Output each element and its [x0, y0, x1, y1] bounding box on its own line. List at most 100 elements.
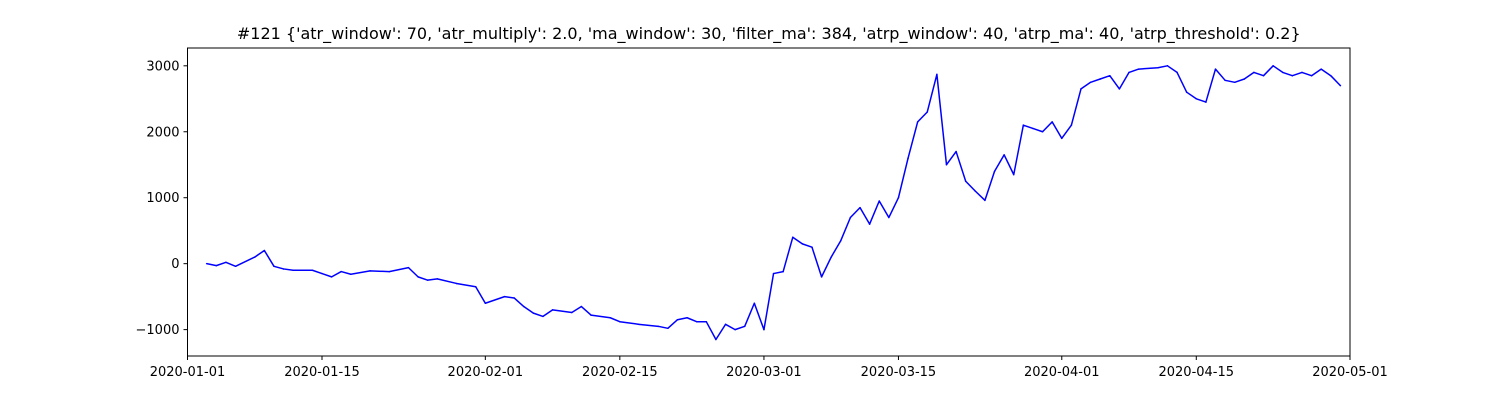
x-tick-label: 2020-02-01	[448, 365, 524, 380]
data-point	[609, 316, 611, 319]
data-point	[695, 320, 698, 323]
data-point	[1118, 88, 1121, 90]
data-point	[993, 170, 996, 173]
x-tick-label: 2020-01-01	[150, 365, 226, 380]
data-point	[523, 305, 525, 308]
data-point	[849, 216, 852, 219]
data-point	[743, 325, 746, 328]
plot-area: 2020-01-01 2020-01-15 2020-02-01 2020-02-15…	[136, 47, 1388, 380]
data-point	[984, 199, 986, 202]
x-tick-label: 2020-04-15	[1158, 365, 1234, 380]
data-point	[215, 264, 218, 267]
data-point	[551, 309, 554, 311]
data-point	[513, 297, 515, 299]
data-point	[1051, 121, 1053, 123]
data-point	[311, 269, 314, 272]
data-point	[657, 325, 660, 328]
data-point	[1089, 81, 1092, 84]
y-tick-label: 3000	[146, 59, 179, 74]
data-point	[801, 243, 804, 245]
data-point	[1310, 74, 1313, 77]
data-point	[1281, 71, 1284, 74]
data-point	[820, 276, 823, 278]
data-point	[1330, 74, 1332, 77]
chart-title: #121 {'atr_window': 70, 'atr_multiply': …	[237, 24, 1301, 44]
data-point	[455, 282, 458, 285]
y-tick-label: −1000	[136, 323, 180, 338]
data-point	[859, 206, 861, 209]
data-point	[1301, 71, 1303, 74]
axes-frame	[187, 47, 1351, 357]
data-point	[753, 302, 756, 304]
data-point	[667, 327, 669, 330]
data-point	[1339, 84, 1342, 87]
data-point	[1205, 101, 1207, 103]
data-point	[1185, 91, 1188, 93]
data-point	[1176, 71, 1178, 74]
data-point	[1320, 68, 1322, 70]
data-point	[532, 312, 535, 314]
x-tick-label: 2020-03-15	[861, 365, 937, 380]
data-point	[926, 111, 929, 113]
y-tick-label: 2000	[146, 125, 179, 140]
data-point	[705, 320, 708, 323]
data-point	[1166, 65, 1169, 67]
data-point	[888, 216, 890, 219]
data-point	[840, 239, 842, 242]
data-point	[715, 338, 717, 341]
data-point	[619, 320, 621, 323]
data-point	[945, 163, 948, 166]
x-tick-label: 2020-02-15	[582, 365, 658, 380]
data-point	[571, 311, 573, 314]
data-point	[878, 200, 880, 202]
data-point	[1012, 173, 1015, 176]
data-point	[503, 295, 506, 298]
data-point	[724, 323, 727, 326]
data-point	[263, 249, 266, 252]
data-point	[955, 150, 957, 153]
data-point	[474, 285, 477, 288]
x-tick-label: 2020-05-01	[1312, 365, 1388, 380]
data-point	[1195, 98, 1198, 100]
data-point	[1157, 67, 1159, 69]
data-point	[1128, 71, 1130, 74]
data-point	[763, 328, 765, 331]
data-point	[254, 256, 256, 258]
data-point	[1272, 65, 1274, 67]
data-point	[234, 265, 237, 268]
data-point	[1099, 78, 1101, 80]
x-tick-label: 2020-04-01	[1024, 365, 1100, 380]
data-point	[974, 190, 977, 192]
data-point	[734, 328, 736, 331]
data-point	[1003, 154, 1005, 156]
data-point	[1253, 71, 1255, 74]
x-tick-label: 2020-03-01	[726, 365, 802, 380]
data-point	[1233, 81, 1236, 84]
data-point	[340, 270, 342, 273]
data-point	[1070, 124, 1073, 126]
data-point	[1214, 68, 1217, 70]
data-point	[1022, 124, 1025, 126]
data-point	[1061, 137, 1063, 140]
data-point	[782, 270, 784, 273]
data-point	[436, 278, 439, 280]
data-point	[686, 316, 688, 319]
x-tick-label: 2020-01-15	[284, 365, 360, 380]
data-point	[638, 323, 640, 326]
data-point	[676, 318, 679, 321]
data-point	[542, 315, 544, 318]
data-point	[590, 314, 592, 316]
data-point	[225, 261, 227, 264]
data-point	[282, 268, 285, 270]
data-point	[964, 180, 967, 182]
data-point	[772, 272, 775, 275]
data-point	[205, 262, 208, 265]
data-point	[1137, 68, 1140, 70]
data-point	[1262, 74, 1265, 77]
data-point	[350, 273, 352, 275]
data-point	[916, 121, 919, 123]
data-point	[811, 246, 813, 248]
y-tick-label: 1000	[146, 191, 179, 206]
